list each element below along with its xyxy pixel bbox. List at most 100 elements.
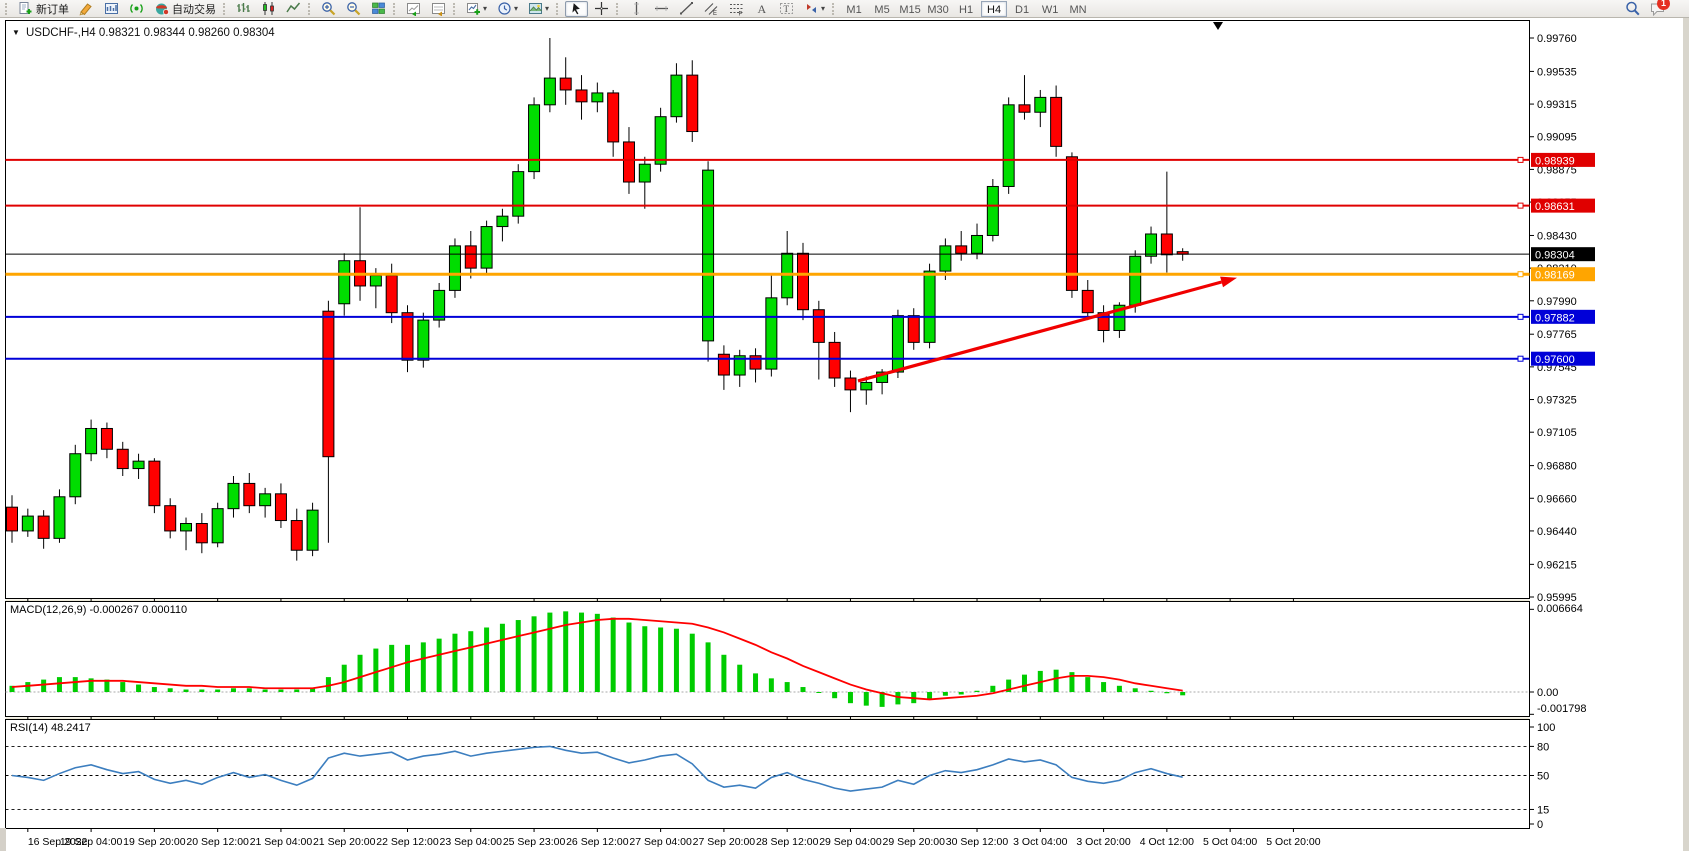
svg-text:0.006664: 0.006664	[1537, 603, 1583, 615]
svg-text:4 Oct 12:00: 4 Oct 12:00	[1140, 836, 1194, 848]
template-icon	[528, 1, 543, 16]
toolbar-separator	[393, 2, 397, 15]
indicator-attach-button[interactable]	[427, 1, 450, 17]
rsi-panel[interactable]: 100 80 50 15 0 RSI(14) 48.2417	[5, 722, 1556, 831]
timeframe-m30-button[interactable]: M30	[927, 3, 949, 16]
highlighter-button[interactable]	[75, 1, 98, 17]
timeframe-mn-button[interactable]: MN	[1069, 3, 1087, 16]
svg-text:5 Oct 04:00: 5 Oct 04:00	[1203, 836, 1257, 848]
fibonacci-tool[interactable]: F	[725, 1, 748, 17]
svg-text:F: F	[739, 12, 743, 17]
price-chart-canvas[interactable]: 0.99760 0.99535 0.99315 0.99095 0.98875 0.986…	[0, 18, 1689, 851]
crosshair-tool-button[interactable]	[590, 1, 613, 17]
svg-text:0.99760: 0.99760	[1537, 33, 1577, 45]
indicator-window-icon	[406, 1, 421, 16]
svg-text:5 Oct 20:00: 5 Oct 20:00	[1266, 836, 1320, 848]
toolbar-separator	[556, 2, 560, 15]
toolbar-group-pointer	[564, 0, 614, 18]
timeframe-d1-button[interactable]: D1	[1015, 3, 1030, 16]
svg-text:23 Sep 04:00: 23 Sep 04:00	[440, 836, 503, 848]
candlestick-chart-button[interactable]	[257, 1, 280, 17]
price-axis[interactable]: 0.99760 0.99535 0.99315 0.99095 0.98875 0.986…	[1529, 33, 1577, 604]
zoom-in-icon	[321, 1, 336, 16]
horizontal-line-tool[interactable]	[650, 1, 673, 17]
svg-text:28 Sep 12:00: 28 Sep 12:00	[756, 836, 819, 848]
timeframe-w1-button[interactable]: W1	[1041, 3, 1059, 16]
level-lines[interactable]: 0.98939 0.98631 0.98304 0.98169 0.97882 0.976…	[5, 152, 1596, 366]
svg-text:0.98304: 0.98304	[1535, 250, 1575, 262]
profile-chart-icon	[104, 1, 119, 16]
timeframe-h1-button[interactable]: H1	[959, 3, 974, 16]
chart-candles-icon	[261, 1, 276, 16]
svg-text:100: 100	[1537, 722, 1555, 734]
notifications-button[interactable]: 1	[1646, 0, 1682, 17]
signals-button[interactable]	[125, 1, 148, 17]
timeframe-h4-button[interactable]: H4	[981, 0, 1008, 17]
tile-windows-button[interactable]	[367, 1, 390, 17]
macd-panel[interactable]: 0.006664 0.00 -0.001798 MACD(12,26,9) -0.00…	[5, 603, 1587, 715]
svg-text:0.95995: 0.95995	[1537, 592, 1577, 604]
arrows-tool[interactable]: ▾	[800, 1, 829, 17]
add-indicator-icon	[466, 1, 481, 16]
svg-text:3 Oct 20:00: 3 Oct 20:00	[1076, 836, 1130, 848]
chart-shift-marker-icon[interactable]	[1213, 22, 1223, 30]
templates-button[interactable]: ▾	[524, 1, 553, 17]
trendline-tool[interactable]	[675, 1, 698, 17]
chart-window[interactable]: 0.99760 0.99535 0.99315 0.99095 0.98875 0.986…	[0, 18, 1689, 851]
periods-icon	[497, 1, 512, 16]
zoom-in-button[interactable]	[317, 1, 340, 17]
search-button[interactable]	[1621, 1, 1644, 17]
svg-text:0.99095: 0.99095	[1537, 132, 1577, 144]
right-scroll-strip[interactable]	[1683, 18, 1689, 851]
svg-text:27 Sep 04:00: 27 Sep 04:00	[629, 836, 692, 848]
chevron-down-icon[interactable]: ▾	[483, 4, 488, 13]
search-icon	[1625, 1, 1640, 16]
autotrading-button[interactable]: 自动交易	[150, 1, 220, 17]
profiles-button[interactable]	[100, 1, 123, 17]
timeframe-m15-button[interactable]: M15	[899, 3, 921, 16]
candlesticks	[6, 38, 1189, 561]
svg-text:26 Sep 12:00: 26 Sep 12:00	[566, 836, 629, 848]
svg-text:0.97990: 0.97990	[1537, 296, 1577, 308]
zoom-out-button[interactable]	[342, 1, 365, 17]
toolbar-group-file: 新订单 自动交易	[13, 0, 221, 18]
vertical-line-icon	[629, 1, 644, 16]
channel-tool[interactable]: E	[700, 1, 723, 17]
trend-arrow[interactable]	[857, 276, 1237, 383]
svg-text:22 Sep 12:00: 22 Sep 12:00	[376, 836, 439, 848]
chevron-down-icon[interactable]: ▾	[821, 4, 826, 13]
resize-grip[interactable]	[0, 828, 6, 851]
chart-line-icon	[286, 1, 301, 16]
tile-windows-icon	[371, 1, 386, 16]
new-order-button[interactable]: 新订单	[14, 1, 73, 17]
svg-text:0.98939: 0.98939	[1535, 155, 1575, 167]
text-tool[interactable]: A	[750, 1, 773, 17]
timeframe-m5-button[interactable]: M5	[874, 3, 890, 16]
vertical-line-tool[interactable]	[625, 1, 648, 17]
autotrade-icon	[154, 1, 169, 16]
svg-text:MACD(12,26,9) -0.000267 0.0001: MACD(12,26,9) -0.000267 0.000110	[10, 604, 187, 616]
periods-button[interactable]: ▾	[493, 1, 522, 17]
toolbar-group-chart-type	[231, 0, 306, 18]
svg-text:T: T	[784, 4, 790, 14]
chart-title: ▼ USDCHF-,H4 0.98321 0.98344 0.98260 0.98…	[12, 27, 275, 39]
zoom-out-icon	[346, 1, 361, 16]
chevron-down-icon[interactable]: ▾	[545, 4, 550, 13]
svg-text:0.97105: 0.97105	[1537, 427, 1577, 439]
chevron-down-icon[interactable]: ▾	[514, 4, 519, 13]
new-order-icon	[18, 1, 33, 16]
svg-text:19 Sep 04:00: 19 Sep 04:00	[60, 836, 123, 848]
svg-text:0.98430: 0.98430	[1537, 230, 1577, 242]
text-icon: A	[754, 1, 769, 16]
timeframe-m1-button[interactable]: M1	[846, 3, 862, 16]
cursor-tool-button[interactable]	[565, 0, 589, 17]
line-chart-button[interactable]	[282, 1, 305, 17]
bar-chart-button[interactable]	[232, 1, 255, 17]
panel-frames	[5, 20, 1530, 829]
text-label-tool[interactable]: T	[775, 1, 798, 17]
indicator-window-button[interactable]	[402, 1, 425, 17]
toolbar-right-group: 1	[1620, 0, 1689, 17]
add-indicator-button[interactable]: ▾	[462, 1, 491, 17]
svg-text:▼: ▼	[12, 28, 20, 37]
